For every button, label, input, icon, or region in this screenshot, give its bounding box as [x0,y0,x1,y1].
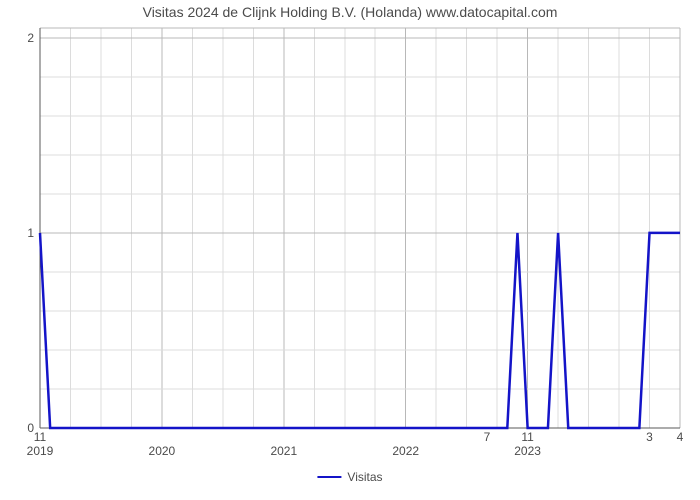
y-tick-label: 1 [27,226,34,240]
x-year-label: 2020 [149,444,176,458]
x-year-label: 2023 [514,444,541,458]
chart-plot-area: 012117113420192020202120222023 [40,28,680,428]
legend-label: Visitas [347,470,382,484]
x-month-label: 11 [34,430,46,444]
x-month-label: 7 [484,430,491,444]
x-year-label: 2021 [270,444,297,458]
x-year-label: 2022 [392,444,419,458]
x-year-label: 2019 [27,444,54,458]
x-month-label: 3 [646,430,653,444]
x-month-label: 11 [521,430,533,444]
legend-line-swatch [317,476,341,478]
y-tick-label: 2 [27,31,34,45]
series-line [40,233,680,428]
chart-title: Visitas 2024 de Clijnk Holding B.V. (Hol… [0,4,700,20]
x-month-label: 4 [677,430,684,444]
chart-legend: Visitas [317,470,382,484]
